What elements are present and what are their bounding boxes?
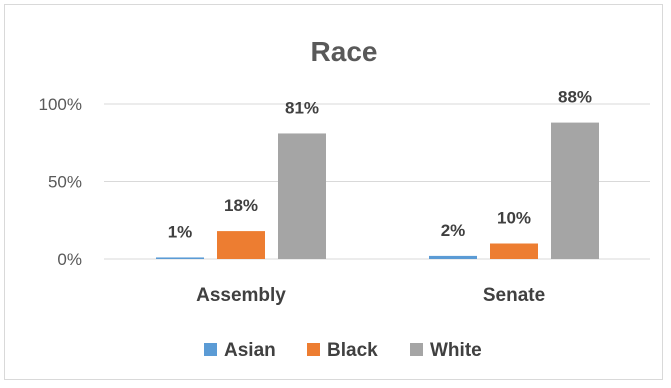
x-axis-ticks: Assembly Senate (196, 285, 545, 306)
x-tick-label-senate: Senate (483, 285, 545, 306)
x-tick-label-assembly: Assembly (196, 285, 286, 306)
bar-white-assembly (278, 133, 326, 259)
data-label-asian-assembly: 1% (168, 222, 193, 241)
y-tick-label: 0% (57, 250, 82, 269)
data-label-black-senate: 10% (497, 209, 531, 228)
y-tick-label: 50% (48, 173, 82, 192)
legend-label-white: White (430, 340, 482, 361)
legend: Asian Black White (204, 340, 482, 361)
chart-title: Race (311, 36, 378, 67)
bars (156, 122, 599, 259)
legend-swatch-asian (204, 343, 217, 356)
legend-label-asian: Asian (224, 340, 276, 361)
bar-black-assembly (217, 231, 265, 259)
y-tick-label: 100% (39, 95, 82, 114)
bar-white-senate (551, 122, 599, 259)
data-labels: 1% 18% 81% 2% 10% 88% (168, 88, 592, 242)
bar-asian-assembly (156, 257, 204, 259)
legend-swatch-white (410, 343, 423, 356)
y-axis-ticks: 0% 50% 100% (39, 95, 82, 269)
data-label-asian-senate: 2% (441, 221, 466, 240)
bar-asian-senate (429, 255, 477, 259)
data-label-white-senate: 88% (558, 88, 592, 107)
data-label-white-assembly: 81% (285, 98, 319, 117)
bar-black-senate (490, 243, 538, 259)
legend-label-black: Black (327, 340, 378, 361)
data-label-black-assembly: 18% (224, 196, 258, 215)
legend-swatch-black (307, 343, 320, 356)
